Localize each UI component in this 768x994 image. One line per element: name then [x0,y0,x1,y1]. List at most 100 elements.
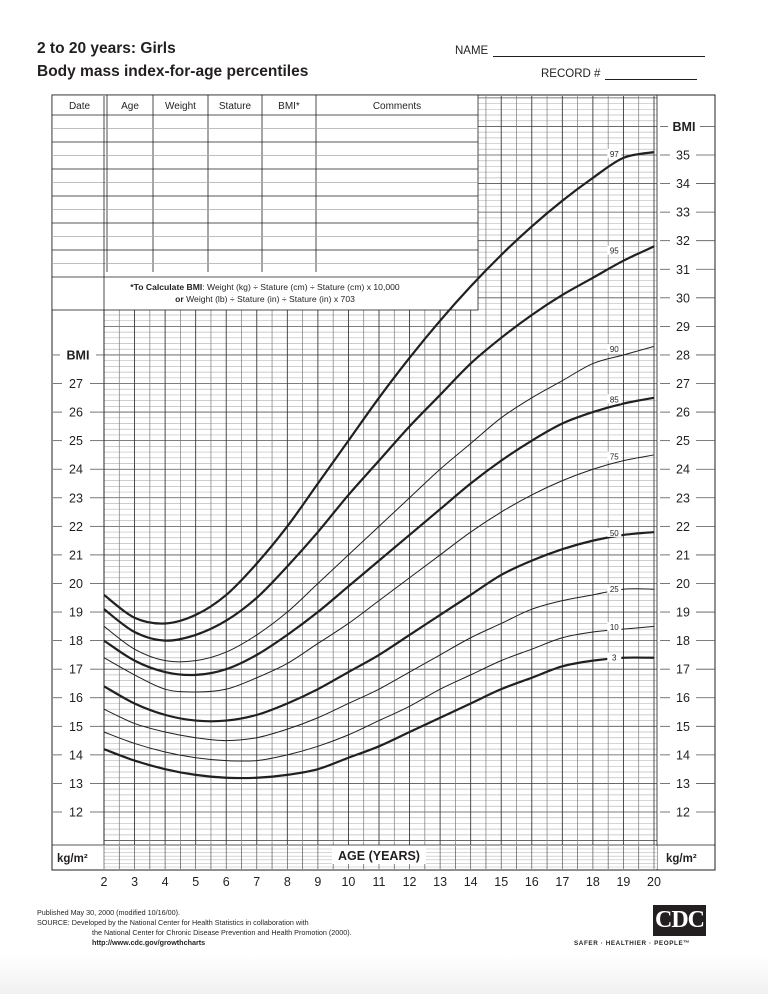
right-tick-label: 34 [676,177,690,191]
right-tick-label: 22 [676,520,690,534]
published-date: Published May 30, 2000 (modified 10/16/0… [37,908,181,917]
x-tick-label: 11 [373,875,386,889]
left-tick-label: 24 [69,463,83,477]
right-tick-label: 17 [676,663,690,677]
record-table: Date Age Weight Stature BMI* Comments *To Calc… [51,94,479,333]
cdc-logo: CDC [653,905,706,936]
right-tick-label: 12 [676,806,690,820]
left-tick-label: 16 [69,691,83,705]
bmi-formula-line2: or Weight (lb) ÷ Stature (in) ÷ Stature … [175,294,355,304]
right-tick-label: 28 [676,348,690,362]
left-tick-label: 23 [69,491,83,505]
percentile-curve-10 [103,625,655,762]
right-tick-label: 27 [676,377,690,391]
right-tick-label: 25 [676,434,690,448]
left-tick-label: 25 [69,434,83,448]
percentile-label: 3 [612,654,617,663]
right-tick-label: 18 [676,634,690,648]
percentile-curve-3 [103,656,655,780]
right-tick-label: 19 [676,606,690,620]
column-header: Comments [373,101,421,112]
x-tick-label: 13 [433,875,447,889]
cdc-tagline: SAFER · HEALTHIER · PEOPLE™ [574,940,691,947]
x-tick-label: 2 [101,875,108,889]
footer-source: Published May 30, 2000 (modified 10/16/0… [37,908,352,948]
record-input-line[interactable] [605,69,698,80]
percentile-curve-85 [103,396,655,677]
percentile-label: 25 [610,585,619,594]
percentile-curve-75 [103,454,655,693]
x-tick-label: 16 [525,875,539,889]
x-tick-label: 18 [586,875,600,889]
right-tick-label: 26 [676,406,690,420]
column-header: BMI* [278,101,300,112]
left-tick-label: 18 [69,634,83,648]
right-unit-label: kg/m² [666,853,697,865]
right-tick-label: 15 [676,720,690,734]
left-tick-label: 20 [69,577,83,591]
left-tick-label: 19 [69,606,83,620]
right-tick-label: 30 [676,291,690,305]
right-tick-label: 14 [676,748,690,762]
name-field[interactable]: NAME [455,45,706,57]
right-tick-label: 29 [676,320,690,334]
x-tick-label: 3 [131,875,138,889]
name-input-line[interactable] [493,46,706,57]
record-label: RECORD # [541,68,601,80]
percentile-curve-90 [103,345,655,663]
source-line1: Developed by the National Center for Hea… [71,918,309,927]
x-tick-label: 15 [494,875,508,889]
x-tick-label: 8 [284,875,291,889]
right-tick-label: 33 [676,206,690,220]
x-tick-label: 7 [253,875,260,889]
right-tick-label: 35 [676,149,690,163]
left-tick-label: 14 [69,748,83,762]
percentile-label: 85 [610,396,619,405]
right-tick-label: 20 [676,577,690,591]
column-header: Weight [165,101,196,112]
chart-title-line2: Body mass index-for-age percentiles [37,63,309,80]
percentile-curve-25 [103,588,655,742]
growthcharts-link[interactable]: http://www.cdc.gov/growthcharts [92,938,206,947]
percentile-curves: 97 95 90 85 75 50 25 10 3 [103,148,655,780]
x-tick-label: 20 [647,875,661,889]
chart-title-line1: 2 to 20 years: Girls [37,40,176,57]
x-tick-label: 5 [192,875,199,889]
left-axis-title: BMI [67,348,90,362]
column-header: Stature [219,101,252,112]
column-header: Age [121,101,139,112]
x-tick-label: 12 [403,875,417,889]
right-tick-label: 16 [676,691,690,705]
right-tick-label: 13 [676,777,690,791]
x-tick-label: 4 [162,875,169,889]
left-tick-label: 22 [69,520,83,534]
right-tick-label: 31 [676,263,690,277]
right-tick-label: 24 [676,463,690,477]
column-header: Date [69,101,91,112]
x-tick-label: 9 [314,875,321,889]
left-tick-label: 26 [69,406,83,420]
x-tick-label: 19 [616,875,630,889]
percentile-label: 97 [610,150,619,159]
record-field[interactable]: RECORD # [541,68,698,80]
right-axis-title: BMI [673,120,696,134]
bmi-formula-line1: *To Calculate BMI: Weight (kg) ÷ Stature… [130,282,400,292]
name-label: NAME [455,45,489,57]
x-tick-label: 17 [555,875,569,889]
source-line2: the National Center for Chronic Disease … [92,928,352,937]
left-tick-label: 13 [69,777,83,791]
x-tick-label: 6 [223,875,230,889]
x-tick-label: 14 [464,875,478,889]
percentile-label: 10 [610,623,619,632]
right-tick-label: 21 [676,548,690,562]
right-tick-label: 32 [676,234,690,248]
left-tick-label: 17 [69,663,83,677]
percentile-label: 50 [610,529,619,538]
axis-labels: 3534333231302928272625242322212019181716… [53,96,715,889]
left-tick-label: 12 [69,806,83,820]
left-unit-label: kg/m² [57,853,88,865]
percentile-label: 90 [610,345,619,354]
percentile-label: 95 [610,247,619,256]
x-tick-label: 10 [341,875,355,889]
